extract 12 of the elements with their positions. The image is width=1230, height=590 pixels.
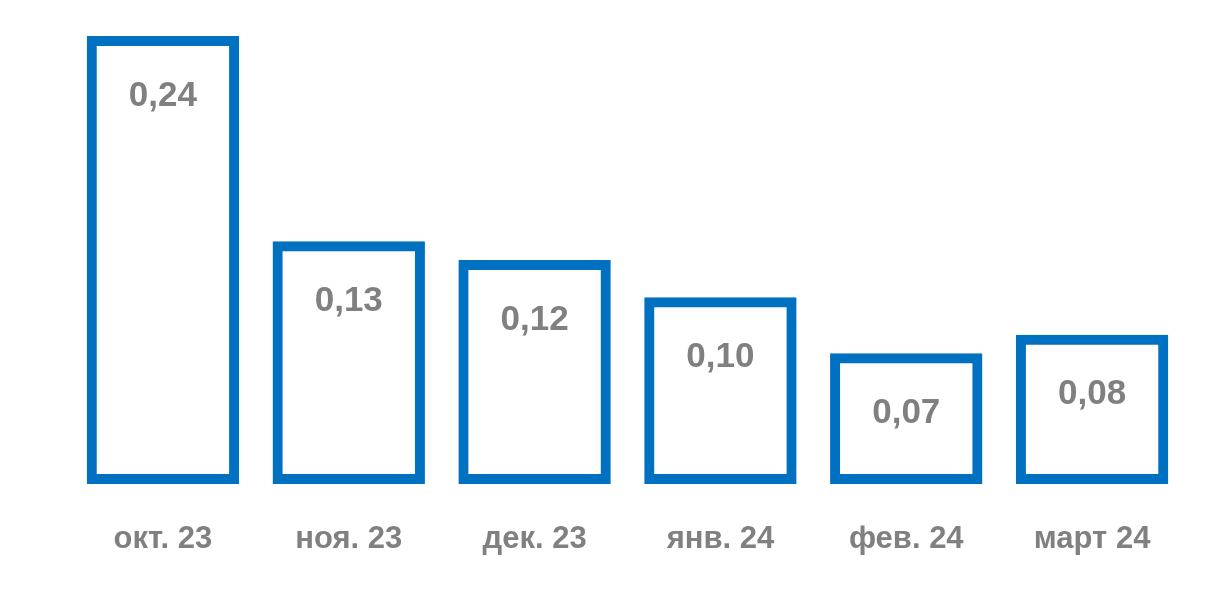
x-tick-label: янв. 24	[665, 520, 775, 556]
x-tick-label: дек. 23	[482, 520, 587, 556]
x-tick-label: ноя. 23	[295, 520, 403, 556]
x-tick-label: окт. 23	[113, 520, 213, 556]
data-label: 0,12	[500, 297, 569, 337]
data-label: 0,10	[686, 334, 755, 374]
x-tick-label: март 24	[1033, 520, 1152, 556]
data-label: 0,07	[872, 390, 941, 430]
data-label: 0,24	[128, 73, 198, 113]
data-label: 0,13	[314, 278, 383, 318]
x-tick-label: фев. 24	[848, 520, 965, 556]
data-label: 0,08	[1058, 372, 1127, 412]
